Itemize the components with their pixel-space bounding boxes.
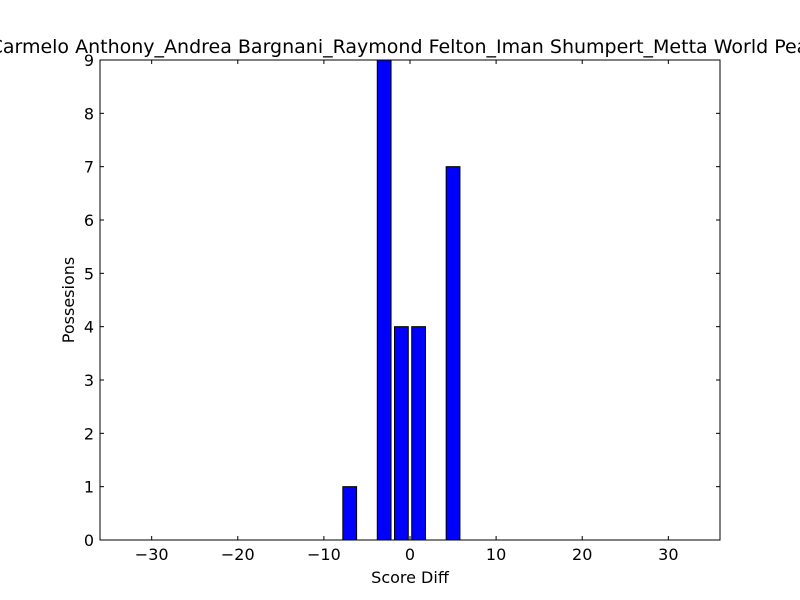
y-tick-label: 2 (84, 424, 94, 443)
plot-area-frame (99, 59, 721, 541)
y-tick-label: 9 (84, 51, 94, 70)
y-axis-label: Possesions (59, 257, 78, 343)
x-tick-label: 0 (405, 545, 415, 564)
x-tick-label: 30 (658, 545, 678, 564)
y-tick-label: 4 (84, 318, 94, 337)
bar (411, 326, 427, 541)
y-tick-label: 0 (84, 531, 94, 550)
x-tick-label: 20 (572, 545, 592, 564)
ticks-group: −30 −20 −10 0 10 20 30 0 1 2 3 4 5 6 7 8 9 (84, 51, 720, 564)
y-tick-label: 1 (84, 478, 94, 497)
bar (376, 59, 392, 541)
x-axis-label: Score Diff (371, 568, 450, 587)
y-tick-label: 5 (84, 264, 94, 283)
x-tick-label: −20 (221, 545, 255, 564)
bar (394, 326, 409, 541)
bar (445, 166, 461, 541)
x-tick-label: −30 (135, 545, 169, 564)
y-tick-label: 3 (84, 371, 94, 390)
y-tick-label: 7 (84, 158, 94, 177)
y-tick-label: 6 (84, 211, 94, 230)
chart-title: Carmelo Anthony_Andrea Bargnani_Raymond … (0, 36, 800, 58)
x-tick-label: −10 (307, 545, 341, 564)
bar (342, 486, 358, 541)
y-tick-label: 8 (84, 104, 94, 123)
x-tick-label: 10 (486, 545, 506, 564)
bars-group (342, 59, 461, 541)
